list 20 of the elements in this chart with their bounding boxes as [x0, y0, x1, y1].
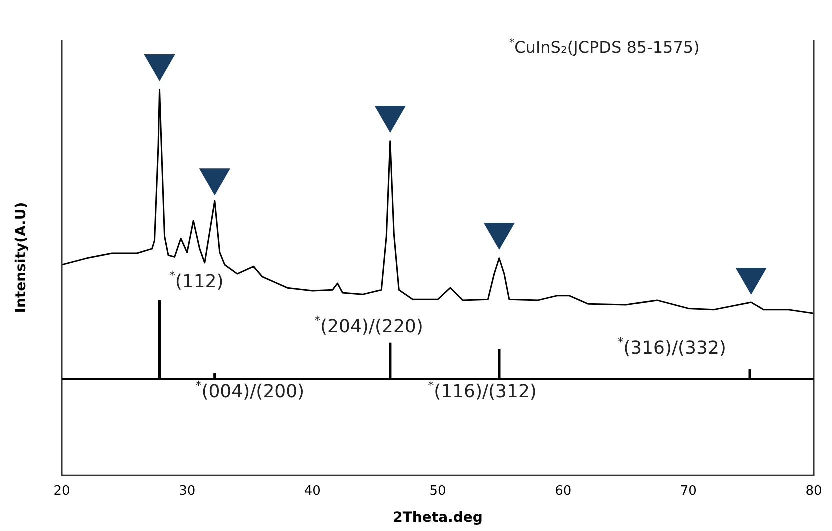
point [200, 168, 230, 196]
x-tick-label: 20 [54, 484, 70, 499]
annotation: *(004)/(200) [196, 378, 305, 403]
x-axis-title: 2Theta.deg [393, 510, 483, 526]
y-axis-title: Intensity(A.U) [14, 202, 30, 314]
point [144, 54, 175, 81]
point [736, 268, 767, 294]
x-tick-label: 80 [806, 484, 822, 499]
annotation: *(204)/(220) [314, 314, 424, 338]
x-tick-label: 50 [430, 484, 446, 499]
annotation: *(112) [170, 268, 224, 292]
x-tick-label: 30 [179, 484, 196, 499]
point [484, 223, 515, 250]
x-tick-label: 40 [304, 484, 321, 499]
point [375, 106, 406, 133]
text: *CuInS₂(JCPDS 85-1575) [509, 36, 700, 57]
x-tick-label: 70 [680, 484, 697, 499]
x-tick-label: 60 [555, 484, 572, 499]
annotation: *(316)/(332) [618, 335, 726, 359]
annotation: *(116)/(312) [428, 378, 537, 403]
